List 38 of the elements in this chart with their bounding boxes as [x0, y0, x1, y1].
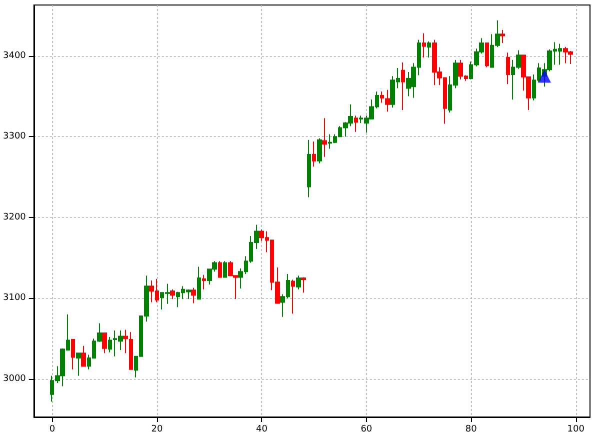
candlestick — [197, 266, 201, 300]
candlestick — [218, 260, 222, 278]
y-tick-label: 3100 — [3, 293, 26, 304]
candlestick — [354, 115, 358, 132]
x-tick-label: 80 — [465, 424, 478, 434]
candlestick — [81, 345, 86, 367]
x-tick-label: 20 — [151, 424, 163, 434]
candlestick — [191, 287, 196, 304]
candlestick — [202, 274, 206, 290]
candlestick — [401, 62, 405, 111]
candlestick — [108, 336, 112, 353]
candlestick — [291, 279, 295, 314]
candlestick — [223, 260, 227, 278]
x-tick-label: 60 — [360, 424, 372, 434]
y-tick-label: 3300 — [3, 132, 26, 142]
candlestick — [322, 118, 327, 158]
candlestick — [506, 52, 510, 85]
x-tick-label: 100 — [567, 424, 585, 434]
candlestick — [71, 338, 75, 370]
candlestick — [129, 332, 133, 370]
candlestick — [500, 30, 505, 44]
candlestick — [123, 329, 128, 354]
candlestick — [102, 332, 107, 354]
y-tick-label: 3200 — [3, 212, 26, 222]
y-tick-label: 3000 — [3, 374, 26, 384]
candlestick — [301, 276, 306, 294]
candlestick — [170, 288, 175, 300]
candlestick — [312, 141, 316, 168]
candlestick — [76, 352, 81, 376]
x-tick-label: 40 — [256, 424, 268, 434]
candlestick — [317, 138, 322, 164]
x-tick-label: 0 — [49, 424, 56, 434]
candlestick — [427, 40, 431, 58]
candlestick — [485, 42, 489, 68]
candlestick — [307, 139, 311, 198]
y-tick-label: 3400 — [3, 50, 26, 61]
candlestick — [296, 275, 301, 290]
candlestick — [422, 32, 426, 58]
